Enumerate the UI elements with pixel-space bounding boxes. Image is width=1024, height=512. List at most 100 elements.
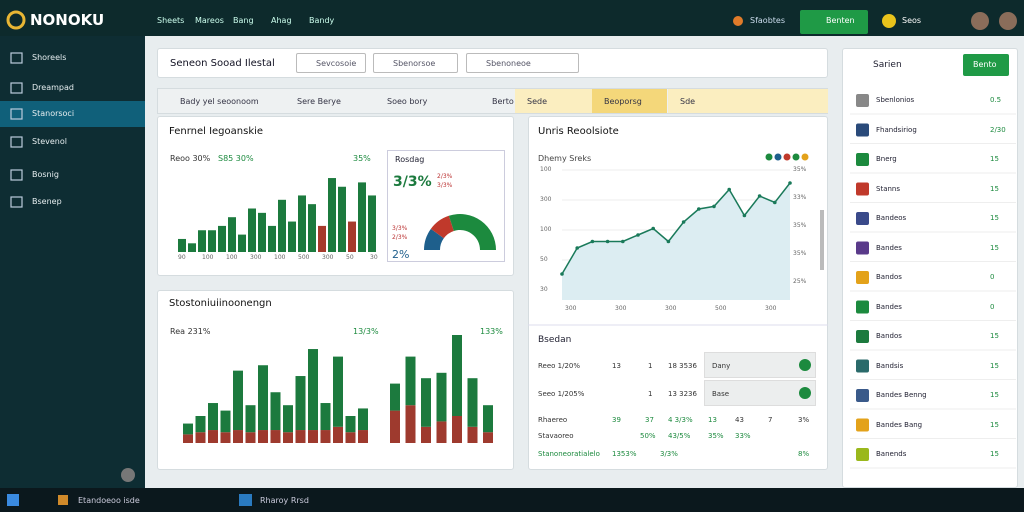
status-text: Sfaobtes — [750, 16, 785, 25]
taskbar-window[interactable]: Rharoy Rrsd — [260, 496, 309, 505]
item-label[interactable]: Bandeos — [876, 214, 907, 222]
y2-tick-label: 35% — [793, 166, 807, 173]
row-check — [799, 359, 811, 371]
item-label[interactable]: Bandes — [876, 243, 902, 252]
tab[interactable]: Berto — [492, 97, 514, 106]
gauge-segment — [448, 213, 496, 250]
nav-item[interactable]: Bandy — [309, 16, 335, 25]
item-label[interactable]: Bandsis — [876, 361, 904, 370]
legend-item: Dhemy Sreks — [538, 154, 592, 163]
popup-sub: 2/3% — [437, 173, 453, 180]
sidebar-item[interactable]: Dreampad — [32, 83, 74, 92]
sidebar-item[interactable]: Bosnig — [32, 170, 59, 179]
sidebar-item[interactable]: Shoreels — [32, 53, 67, 62]
search-input[interactable] — [373, 53, 458, 73]
item-value: 15 — [990, 361, 999, 370]
bar-segment — [295, 430, 306, 443]
top-button[interactable] — [800, 10, 868, 34]
x-tick-label: 300 — [250, 254, 262, 261]
bar — [368, 195, 376, 252]
window-icon — [239, 494, 252, 506]
item-label[interactable]: Bandes Bang — [876, 420, 923, 429]
taskbar-app[interactable]: Etandoeoo isde — [78, 496, 140, 505]
item-label[interactable]: Bandes — [876, 302, 902, 311]
tab[interactable]: Sde — [680, 97, 696, 106]
item-label[interactable]: Bandos — [876, 273, 902, 281]
bar-segment — [183, 434, 193, 443]
table-cell: Base — [712, 390, 730, 398]
bar-segment — [258, 365, 268, 431]
sidebar-item[interactable]: Bsenep — [32, 197, 62, 206]
bar-segment — [245, 405, 256, 433]
bar-segment — [195, 416, 206, 433]
bar — [288, 221, 296, 252]
item-label[interactable]: Bandes Benng — [876, 391, 927, 399]
bar-segment — [405, 405, 416, 443]
nav-item[interactable]: Bang — [233, 16, 254, 25]
panel-title: Unris Reoolsiote — [538, 126, 619, 137]
item-label[interactable]: Fhandsiriog — [876, 125, 917, 134]
tab[interactable]: Sede — [527, 97, 547, 106]
legend-dot — [792, 153, 800, 161]
table-cell: 1 — [648, 390, 653, 398]
sidebar-icon — [10, 108, 23, 120]
popup-value: 3/3% — [393, 174, 432, 190]
item-label[interactable]: Banends — [876, 450, 907, 458]
bar — [188, 243, 196, 252]
table-cell: 43 — [735, 416, 744, 424]
tab[interactable]: Soeo bory — [387, 97, 428, 106]
point — [742, 213, 747, 218]
item-label[interactable]: Stanns — [876, 184, 900, 193]
item-label[interactable]: Bandos — [876, 332, 902, 340]
tab[interactable]: Beoporsg — [604, 97, 642, 106]
bar — [238, 234, 246, 252]
top-button-label[interactable]: Benten — [826, 16, 855, 25]
item-icon — [856, 182, 869, 196]
sidebar-item[interactable]: Stanorsoci — [32, 109, 75, 118]
area — [562, 183, 790, 300]
bar — [178, 238, 186, 252]
y2-tick-label: 35% — [793, 250, 807, 257]
x-tick-label: 30 — [370, 254, 378, 261]
nav-item[interactable]: Ahag — [271, 16, 292, 25]
item-value: 0 — [990, 273, 995, 281]
bar-segment — [233, 370, 243, 431]
item-value: 15 — [990, 332, 999, 340]
bar-segment — [390, 383, 400, 411]
panel-title: Bsedan — [538, 335, 572, 345]
item-icon — [856, 94, 869, 107]
right-button-label[interactable]: Bento — [973, 60, 997, 69]
bar-segment — [467, 378, 478, 427]
table-cell: 39 — [612, 416, 621, 424]
avatar — [971, 12, 989, 30]
bar-segment — [436, 421, 447, 443]
table-cell: 8% — [798, 450, 810, 458]
legend-item: S85 30% — [218, 154, 254, 163]
user-dot — [882, 14, 896, 28]
user-name: Seos — [902, 16, 922, 25]
sidebar-icon — [10, 169, 23, 181]
nav-item[interactable]: Sheets — [157, 16, 185, 25]
legend-item: Reoo 30% — [170, 154, 211, 163]
bar — [308, 204, 316, 252]
item-label[interactable]: Sbenlonios — [876, 96, 915, 104]
bar-segment — [405, 356, 416, 406]
tab[interactable]: Bady yel seoonoom — [180, 97, 259, 106]
point — [605, 239, 610, 244]
item-label[interactable]: Bnerg — [876, 155, 897, 163]
right-button[interactable] — [963, 54, 1009, 76]
bar-segment — [220, 410, 231, 433]
bar-segment — [333, 356, 343, 427]
table-cell: 13 3236 — [668, 390, 697, 398]
bar-segment — [320, 403, 331, 431]
bar-segment — [345, 432, 356, 443]
search-input[interactable] — [296, 53, 366, 73]
search-input[interactable] — [466, 53, 579, 73]
sidebar-item[interactable]: Stevenol — [32, 137, 67, 146]
item-icon — [856, 241, 869, 255]
table-cell: 4 3/3% — [668, 416, 693, 424]
nav-item[interactable]: Mareos — [195, 16, 224, 25]
tab[interactable]: Sere Berye — [297, 97, 341, 106]
bar-segment — [270, 430, 281, 443]
